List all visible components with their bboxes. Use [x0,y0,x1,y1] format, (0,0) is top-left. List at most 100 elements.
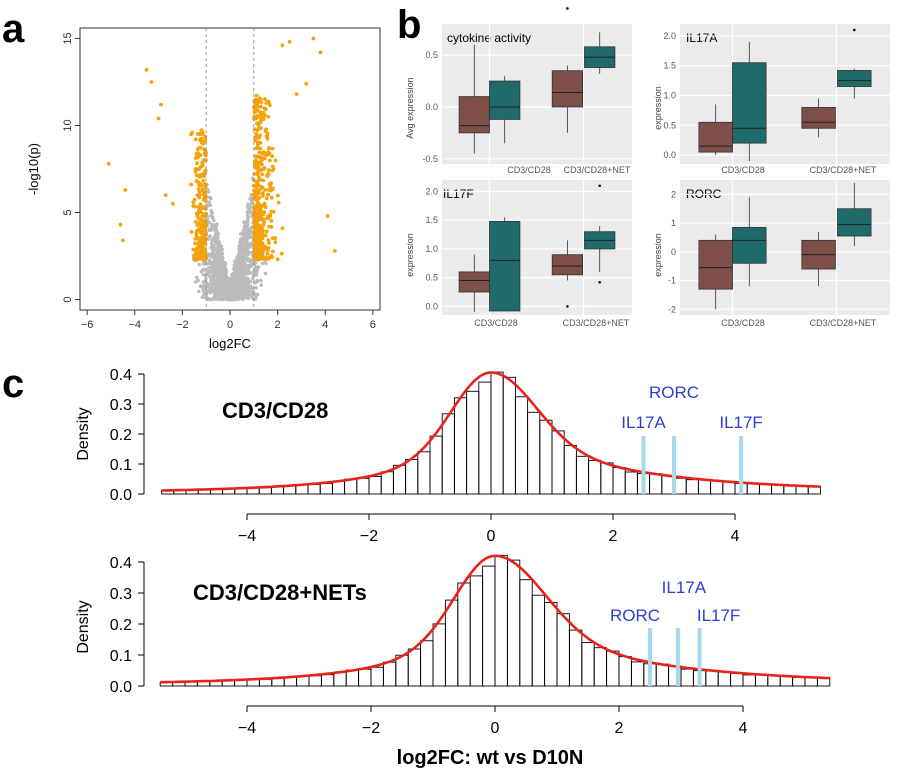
volcano-point [218,256,223,261]
volcano-plot: −6 −4 −2 0 2 4 6 0 5 10 15 log2FC -log10(p) [26,27,381,351]
histogram-bar [358,668,372,687]
volcano-point [232,259,237,264]
volcano-point [215,283,219,288]
volcano-point-significant [270,164,275,169]
volcano-point-significant [197,252,202,257]
volcano-point [216,260,221,265]
histogram-bar [612,467,626,495]
volcano-point-significant [266,114,271,119]
histogram-bar [392,464,407,495]
volcano-point-significant [269,218,274,223]
volcano-point-significant [270,255,274,260]
volcano-point [229,282,234,286]
histogram-bar [494,554,508,687]
boxplot-y-tick-label: 1.5 [425,215,438,225]
histogram-bar [469,575,484,687]
volcano-point [242,252,246,256]
histogram-bar [551,430,565,495]
box [584,184,616,284]
volcano-point-significant [268,184,273,189]
boxplot-category-label: CD3/CD28+NET [810,318,877,328]
volcano-point [206,190,211,194]
boxplot-title: IL17A [686,31,717,45]
volcano-point-significant [200,164,205,168]
volcano-point-significant [258,104,263,109]
volcano-point [213,248,217,253]
histogram-bar [705,670,719,687]
volcano-point [230,285,235,289]
volcano-point-significant [195,246,199,251]
boxplot-y-tick-label: -1 [668,276,676,286]
y-tick-label: 0.3 [110,397,132,414]
x-tick-label: 2 [275,319,281,331]
volcano-point [241,262,245,267]
volcano-point [242,255,247,260]
boxplot-rorc: RORC expression CD3/CD28 CD3/CD28+NET -2… [653,180,890,328]
histogram-bar [685,479,699,495]
volcano-point [245,288,249,293]
volcano-point-significant [275,193,280,198]
volcano-point [259,283,264,287]
x-tick-label: −2 [360,528,378,545]
histogram-bar [742,674,756,687]
volcano-point-significant [196,242,201,247]
volcano-point-significant [261,167,266,171]
volcano-point-significant [259,256,264,261]
volcano-point [217,275,221,280]
volcano-point-significant [200,187,205,192]
histogram-bar [588,459,602,495]
volcano-point-significant [189,230,194,234]
volcano-point-significant [325,214,330,218]
volcano-point [209,241,214,246]
volcano-point-significant [263,233,268,238]
volcano-point [207,220,211,224]
volcano-point-significant [261,191,265,196]
volcano-point [207,258,212,263]
histogram-x-axis: −4 −2 0 2 4 [238,705,748,737]
volcano-point-significant [198,237,203,242]
volcano-point [240,291,244,296]
volcano-point [211,275,216,279]
volcano-point [238,249,243,254]
volcano-point-significant [264,246,268,251]
volcano-point [240,288,245,293]
volcano-point [198,284,203,289]
volcano-point [213,253,218,257]
volcano-point-significant [270,168,275,173]
volcano-point-significant [199,128,204,133]
volcano-point [218,284,222,289]
volcano-point-significant [261,223,266,227]
volcano-point [211,245,216,249]
volcano-point-significant [193,237,198,241]
x-tick-label: 0 [487,528,496,545]
histogram-cd3-cd28-nets: CD3/CD28+NETs Density RORCIL17AIL17F0.00… [75,554,831,737]
volcano-point [210,281,215,286]
volcano-point-significant [259,251,264,256]
volcano-point [223,278,228,282]
volcano-point-significant [304,81,309,86]
histogram-bar [382,661,397,687]
volcano-point-significant [253,135,258,140]
volcano-point-significant [263,188,267,192]
box-body [732,226,767,264]
volcano-x-axis: −6 −4 −2 0 2 4 6 [81,310,376,331]
volcano-point [248,227,252,232]
volcano-point [211,266,216,271]
volcano-point [232,266,236,271]
volcano-point-significant [256,164,261,169]
volcano-point [233,270,237,275]
volcano-point-significant [194,220,198,224]
volcano-point-significant [198,145,203,150]
histogram-bar [258,487,272,495]
histogram-bar [563,445,577,495]
box-outlier [598,184,601,188]
volcano-point-significant [201,205,206,210]
x-tick-label: −6 [81,319,94,331]
box [584,32,616,74]
box-body [489,220,521,312]
box [837,28,872,99]
x-tick-label: 0 [227,319,233,331]
volcano-point-significant [264,196,269,201]
volcano-point [214,238,219,243]
